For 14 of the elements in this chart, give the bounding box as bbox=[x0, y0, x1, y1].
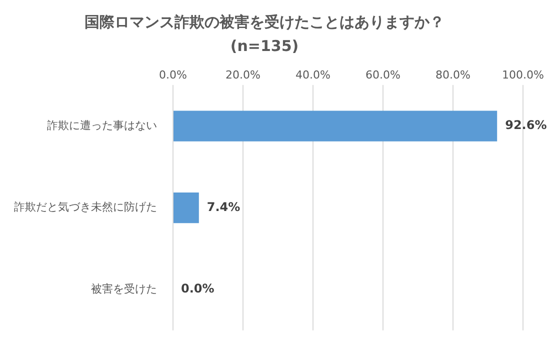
y-tick-label: 被害を受けた bbox=[91, 282, 157, 296]
y-tick-label: 詐欺だと気づき未然に防げた bbox=[14, 200, 157, 214]
data-label: 92.6% bbox=[505, 118, 547, 132]
x-tick-label: 40.0% bbox=[296, 68, 330, 82]
data-label: 0.0% bbox=[181, 282, 214, 296]
x-tick-label: 0.0% bbox=[159, 68, 187, 82]
x-tick-label: 60.0% bbox=[366, 68, 400, 82]
data-label: 7.4% bbox=[206, 200, 240, 214]
y-tick-label: 詐欺に遭った事はない bbox=[47, 118, 157, 132]
chart-subtitle: (n=135) bbox=[230, 36, 299, 55]
x-tick-label: 80.0% bbox=[436, 68, 470, 82]
chart-title: 国際ロマンス詐欺の被害を受けたことはありますか？ bbox=[84, 12, 444, 31]
x-tick-label: 20.0% bbox=[226, 68, 260, 82]
x-tick-label: 100.0% bbox=[502, 68, 544, 82]
